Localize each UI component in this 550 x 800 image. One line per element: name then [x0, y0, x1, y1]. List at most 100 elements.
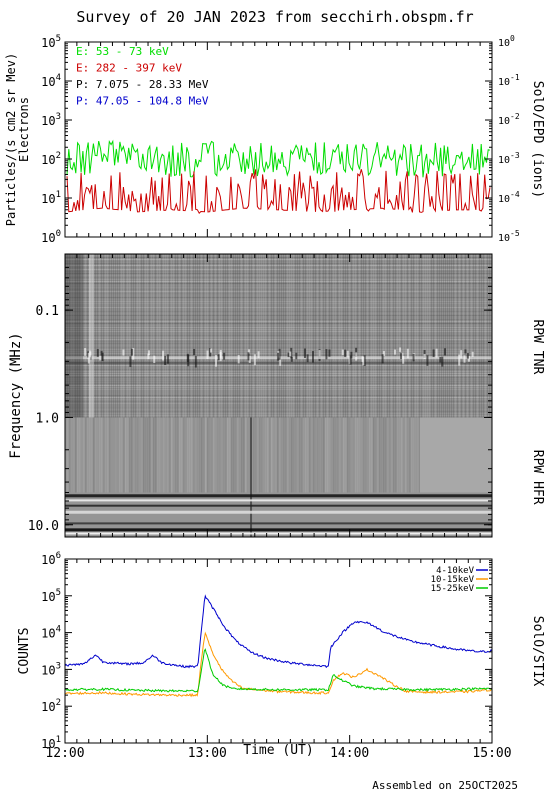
tnr-column — [453, 254, 454, 418]
hfr-column — [89, 417, 91, 493]
tnr-column — [255, 254, 256, 418]
hfr-column — [279, 417, 281, 493]
tnr-row — [65, 337, 492, 338]
tnr-column — [245, 254, 246, 418]
hfr-column — [163, 417, 165, 493]
tnr-column — [217, 254, 218, 418]
hfr-column — [273, 417, 275, 493]
tnr-burst — [223, 352, 226, 360]
tnr-column — [97, 254, 98, 418]
tnr-column — [229, 254, 230, 418]
hfr-gap — [420, 417, 492, 493]
tnr-column — [283, 254, 284, 418]
tnr-burst — [423, 353, 426, 359]
tnr-burst — [355, 347, 358, 357]
tnr-column — [197, 254, 198, 418]
tnr-column — [147, 254, 148, 418]
tnr-column — [145, 254, 146, 418]
tnr-burst — [101, 352, 104, 362]
tnr-column — [481, 254, 482, 418]
tnr-column — [159, 254, 160, 418]
hfr-column — [363, 417, 365, 493]
hfr-column — [223, 417, 225, 493]
tnr-column — [179, 254, 180, 418]
tnr-column — [443, 254, 444, 418]
stix-series-line — [64, 631, 493, 698]
hfr-column — [311, 417, 313, 493]
hfr-column — [149, 417, 151, 493]
tnr-column — [287, 254, 288, 418]
tnr-burst — [89, 350, 92, 358]
tnr-column — [81, 254, 82, 418]
stix-series-line — [64, 594, 493, 669]
tnr-column — [215, 254, 216, 418]
tnr-column — [369, 254, 370, 418]
tnr-column — [465, 254, 466, 418]
tnr-column — [341, 254, 342, 418]
hfr-column — [187, 417, 189, 493]
tnr-column — [439, 254, 440, 418]
hfr-column — [75, 417, 77, 493]
tnr-column — [429, 254, 430, 418]
tnr-column — [305, 254, 306, 418]
hfr-column — [117, 417, 119, 493]
hfr-column — [191, 417, 193, 493]
tnr-column — [345, 254, 346, 418]
stix-right-label: SolO/STIX — [530, 616, 545, 687]
stix-tick-label: 105 — [41, 588, 61, 604]
tnr-row — [65, 341, 492, 342]
tnr-row — [65, 275, 492, 276]
hfr-column — [325, 417, 327, 493]
tnr-column — [299, 254, 300, 418]
hfr-column — [395, 417, 397, 493]
tnr-burst — [363, 355, 366, 367]
tnr-column — [407, 254, 408, 418]
hfr-column — [419, 417, 421, 493]
hfr-column — [151, 417, 153, 493]
page-title: Survey of 20 JAN 2023 from secchirh.obsp… — [76, 8, 474, 26]
hfr-column — [221, 417, 223, 493]
tnr-burst — [401, 352, 404, 360]
tnr-column — [365, 254, 366, 418]
tnr-column — [447, 254, 448, 418]
tnr-column — [143, 254, 144, 418]
tnr-column — [311, 254, 312, 418]
hfr-column — [147, 417, 149, 493]
epd-legend-entry: P: 7.075 - 28.33 MeV — [76, 78, 209, 91]
tnr-row — [65, 263, 492, 264]
hfr-band — [65, 499, 492, 502]
hfr-column — [181, 417, 183, 493]
epd-left-tick-label: 100 — [41, 229, 61, 245]
tnr-burst — [412, 353, 415, 362]
hfr-column — [343, 417, 345, 493]
tnr-burst — [194, 356, 197, 368]
hfr-column — [121, 417, 123, 493]
tnr-column — [233, 254, 234, 418]
tnr-column — [289, 254, 290, 418]
tnr-column — [225, 254, 226, 418]
hfr-column — [183, 417, 185, 493]
hfr-column — [317, 417, 319, 493]
tnr-column — [477, 254, 478, 418]
tnr-burst — [132, 347, 135, 360]
tnr-column — [355, 254, 356, 418]
hfr-column — [349, 417, 351, 493]
x-tick-label: 14:00 — [330, 746, 369, 761]
tnr-column — [337, 254, 338, 418]
hfr-column — [299, 417, 301, 493]
tnr-row — [65, 331, 492, 332]
tnr-column — [115, 254, 116, 418]
hfr-column — [417, 417, 419, 493]
tnr-column — [295, 254, 296, 418]
hfr-column — [189, 417, 191, 493]
tnr-column — [253, 254, 254, 418]
hfr-column — [381, 417, 383, 493]
hfr-column — [303, 417, 305, 493]
epd-y-label: Particles/(s cm2 sr Mev) — [4, 53, 18, 226]
tnr-column — [343, 254, 344, 418]
tnr-row — [65, 311, 492, 312]
tnr-column — [165, 254, 166, 418]
hfr-column — [245, 417, 247, 493]
tnr-column — [257, 254, 258, 418]
hfr-column — [197, 417, 199, 493]
